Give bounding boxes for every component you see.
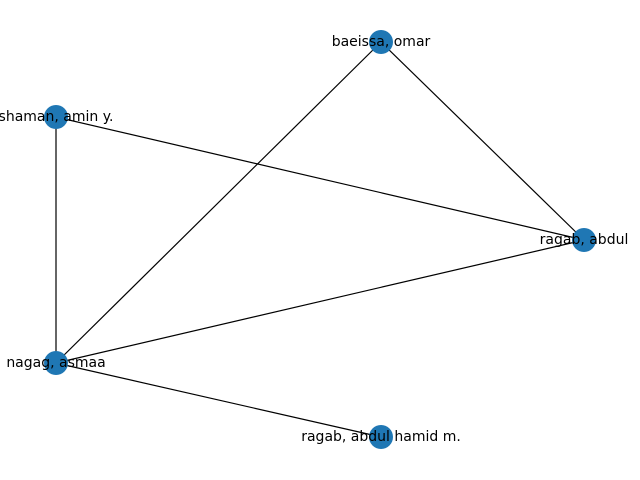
edge-baeissa-ragab_abdul (380, 41, 585, 241)
node-label-nagag: nagag, asmaa (6, 355, 105, 371)
node-nagag (44, 351, 68, 375)
node-label-shaman: shaman, amin y. (0, 109, 113, 125)
nodes-layer (44, 30, 596, 449)
edge-nagag-ragab_abdul_hamid (55, 362, 382, 438)
node-label-baeissa: baeissa, omar (332, 34, 431, 50)
node-label-ragab_abdul_hamid: ragab, abdul hamid m. (301, 429, 461, 445)
labels-layer: baeissa, omar shaman, amin y. ragab, abdul… (0, 34, 628, 445)
edge-baeissa-nagag (55, 41, 382, 364)
node-label-ragab_abdul: ragab, abdul (540, 232, 629, 248)
node-baeissa (369, 30, 393, 54)
node-ragab_abdul (572, 228, 596, 252)
edge-shaman-ragab_abdul (55, 116, 585, 241)
node-ragab_abdul_hamid (369, 425, 393, 449)
edges-layer (55, 41, 585, 438)
edge-ragab_abdul-nagag (55, 239, 585, 364)
node-shaman (44, 105, 68, 129)
